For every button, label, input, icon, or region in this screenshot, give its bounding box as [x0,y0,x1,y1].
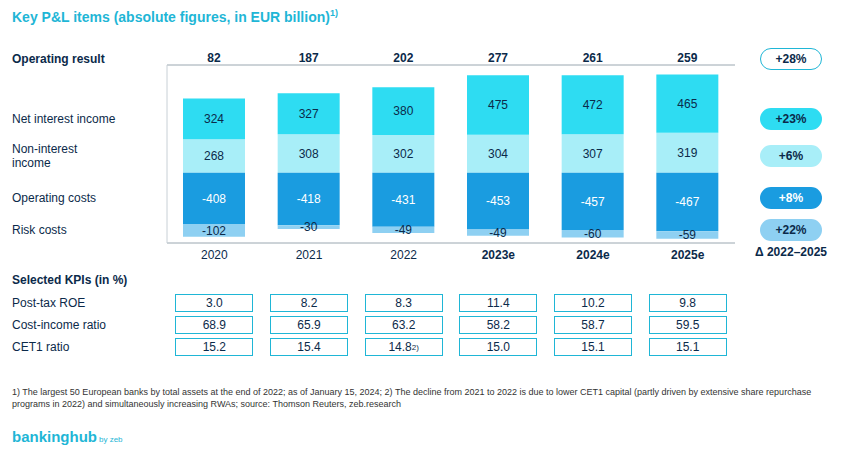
html-text:+22%: +22% [775,223,807,238]
svg-text:-453: -453 [486,194,510,208]
html-text:15.0: 15.0 [486,340,510,354]
html-text:3.0: 3.0 [206,296,223,310]
html-text:+23%: +23% [775,111,807,126]
svg-text:324: 324 [204,112,224,126]
svg-text:-102: -102 [202,224,226,238]
svg-text:304: 304 [488,147,508,161]
html-text:Cost-income ratio: Cost-income ratio [12,318,106,332]
svg-text:-457: -457 [581,195,605,209]
svg-text:-30: -30 [300,220,318,234]
svg-text:472: 472 [583,98,603,112]
html-text:Key P&L items (absolute figure: Key P&L items (absolute figures, in EUR … [12,8,338,25]
html-text:+6%: +6% [778,149,804,163]
svg-text:-59: -59 [679,228,697,242]
svg-text:380: 380 [393,104,413,118]
svg-text:308: 308 [299,147,319,161]
svg-text:302: 302 [393,147,413,161]
svg-text:-49: -49 [395,223,413,237]
html-text:63.2: 63.2 [392,318,416,332]
html-text:bankinghubby zeb: bankinghubby zeb [12,428,123,445]
svg-text:277: 277 [488,51,508,65]
svg-text:-467: -467 [675,195,699,209]
html-text:Selected KPIs (in %): Selected KPIs (in %) [12,273,128,287]
svg-text:259: 259 [677,51,697,65]
html-text:8.3: 8.3 [395,296,412,310]
svg-text:327: 327 [299,107,319,121]
html-text:65.9: 65.9 [297,318,321,332]
html-text:2): 2) [411,342,419,352]
html-text:15.4: 15.4 [297,340,321,354]
svg-text:465: 465 [677,97,697,111]
svg-text:319: 319 [677,146,697,160]
html-text:8.2: 8.2 [300,296,318,310]
html-text:Post-tax ROE: Post-tax ROE [12,296,86,310]
svg-text:2024e: 2024e [576,248,610,262]
svg-text:2025e: 2025e [671,248,705,262]
html-text:10.2: 10.2 [581,296,605,310]
html-text:Risk costs: Risk costs [12,223,67,238]
html-text:15.1: 15.1 [676,340,700,354]
svg-text:261: 261 [583,51,603,65]
html-text:14.8: 14.8 [388,340,412,354]
svg-text:-408: -408 [202,192,226,206]
svg-text:2022: 2022 [390,248,417,262]
html-text:Operating costs: Operating costs [12,191,96,206]
html-text:11.4: 11.4 [487,296,510,310]
html-text:Operating result: Operating result [12,52,105,66]
html-text:+8%: +8% [778,191,804,206]
html-text:58.2: 58.2 [486,318,510,332]
svg-text:2023e: 2023e [482,248,516,262]
html-text:68.9: 68.9 [202,318,226,332]
html-text:Net interest income: Net interest income [12,111,116,126]
svg-text:-431: -431 [391,193,415,207]
svg-text:2021: 2021 [296,248,323,262]
html-text:58.7: 58.7 [581,318,605,332]
svg-text:-60: -60 [584,227,602,241]
html-text:15.2: 15.2 [202,340,226,354]
svg-text:-418: -418 [297,192,321,206]
svg-text:475: 475 [488,98,508,112]
svg-text:268: 268 [204,149,224,163]
html-text:15.1: 15.1 [581,340,605,354]
html-text:+28%: +28% [775,52,807,66]
html-text:9.8: 9.8 [679,296,696,310]
svg-text:202: 202 [393,51,413,65]
html-text:Δ 2022–2025: Δ 2022–2025 [755,245,827,259]
html-text:Non-interest income: Non-interest income [12,142,78,170]
svg-text:-49: -49 [489,226,507,240]
html-text:1) The largest 50 European ban: 1) The largest 50 European banks by tota… [12,387,812,409]
svg-text:2020: 2020 [201,248,228,262]
svg-text:307: 307 [583,147,603,161]
svg-text:82: 82 [207,51,221,65]
svg-text:187: 187 [299,51,319,65]
html-text:59.5: 59.5 [676,318,700,332]
html-text:CET1 ratio: CET1 ratio [12,340,70,354]
